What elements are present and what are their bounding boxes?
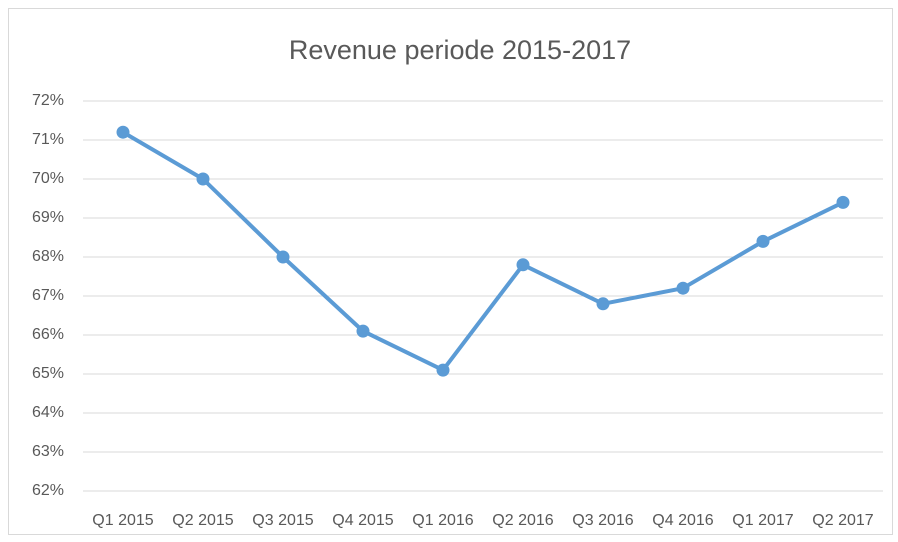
x-tick-label: Q1 2016 xyxy=(412,512,473,529)
y-tick-label: 69% xyxy=(32,209,64,226)
data-point xyxy=(516,258,530,272)
x-tick-label: Q3 2016 xyxy=(572,512,633,529)
x-tick-label: Q3 2015 xyxy=(252,512,313,529)
x-tick-label: Q1 2017 xyxy=(732,512,793,529)
y-tick-label: 71% xyxy=(32,131,64,148)
y-tick-label: 64% xyxy=(32,404,64,421)
x-tick-label: Q1 2015 xyxy=(92,512,153,529)
x-tick-label: Q2 2016 xyxy=(492,512,553,529)
y-tick-label: 67% xyxy=(32,287,64,304)
y-tick-label: 66% xyxy=(32,326,64,343)
y-tick-label: 72% xyxy=(32,92,64,109)
data-point xyxy=(276,250,290,264)
series-line xyxy=(121,130,844,373)
y-tick-label: 65% xyxy=(32,365,64,382)
data-point xyxy=(676,281,690,295)
data-point xyxy=(436,363,450,377)
chart-title: Revenue periode 2015-2017 xyxy=(289,35,631,65)
x-tick-label: Q4 2016 xyxy=(652,512,713,529)
chart-frame xyxy=(8,8,893,535)
data-point xyxy=(596,297,610,311)
data-point xyxy=(756,234,770,248)
y-tick-label: 68% xyxy=(32,248,64,265)
x-tick-label: Q4 2015 xyxy=(332,512,393,529)
data-point xyxy=(356,324,370,338)
x-tick-label: Q2 2015 xyxy=(172,512,233,529)
y-tick-label: 62% xyxy=(32,482,64,499)
data-point xyxy=(116,125,130,139)
data-point xyxy=(836,195,850,209)
y-tick-label: 63% xyxy=(32,443,64,460)
data-point xyxy=(196,172,210,186)
y-tick-label: 70% xyxy=(32,170,64,187)
x-tick-label: Q2 2017 xyxy=(812,512,873,529)
